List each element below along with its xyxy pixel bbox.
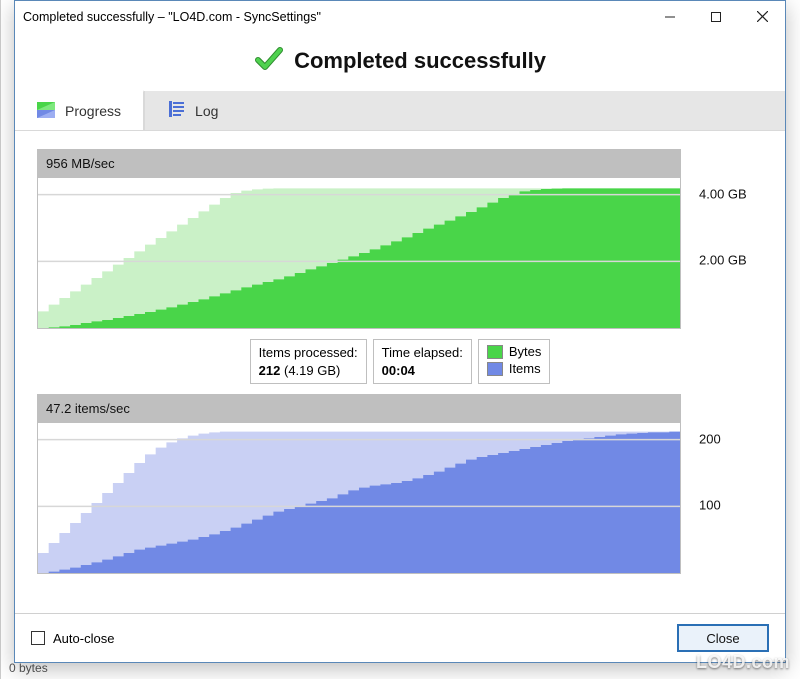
progress-icon <box>37 102 55 121</box>
time-elapsed-value: 00:04 <box>382 363 415 378</box>
tab-log[interactable]: Log <box>144 91 240 130</box>
axis-tick-label: 200 <box>699 431 721 446</box>
close-button[interactable]: Close <box>677 624 769 652</box>
legend-bytes-label: Bytes <box>509 344 542 359</box>
bytes-axis-labels: 4.00 GB 2.00 GB <box>695 149 763 327</box>
bytes-rate-label: 956 MB/sec <box>38 150 680 178</box>
legend-bytes-swatch <box>487 345 503 359</box>
items-axis-labels: 200 100 <box>695 394 763 572</box>
titlebar: Completed successfully – "LO4D.com - Syn… <box>15 1 785 32</box>
legend-items-swatch <box>487 362 503 376</box>
items-processed-count: 212 <box>259 363 281 378</box>
items-processed-box: Items processed: 212 (4.19 GB) <box>250 339 367 384</box>
items-rate-label: 47.2 items/sec <box>38 395 680 423</box>
footer: Auto-close Close <box>15 613 785 662</box>
tab-bar: Progress Log <box>15 91 785 131</box>
log-icon <box>167 100 185 121</box>
items-chart-area <box>38 423 680 573</box>
items-chart-row: 47.2 items/sec 200 100 <box>37 394 763 574</box>
close-window-button[interactable] <box>739 1 785 32</box>
window-controls <box>647 1 785 32</box>
minimize-button[interactable] <box>647 1 693 32</box>
bytes-chart-area <box>38 178 680 328</box>
axis-tick-label: 4.00 GB <box>699 186 747 201</box>
tab-label: Log <box>195 103 218 119</box>
items-processed-size: (4.19 GB) <box>284 363 340 378</box>
legend-bytes: Bytes <box>487 344 542 359</box>
items-chart: 47.2 items/sec <box>37 394 681 574</box>
axis-tick-label: 100 <box>699 498 721 513</box>
window-title: Completed successfully – "LO4D.com - Syn… <box>23 10 647 24</box>
tab-label: Progress <box>65 103 121 119</box>
bytes-chart-row: 956 MB/sec 4.00 GB 2.00 GB <box>37 149 763 329</box>
legend-items-label: Items <box>509 361 541 376</box>
bg-row-a: 0 bytes <box>9 661 792 675</box>
autoclose-checkbox[interactable] <box>31 631 45 645</box>
items-processed-label: Items processed: <box>259 345 358 360</box>
stats-row: Items processed: 212 (4.19 GB) Time elap… <box>37 339 763 384</box>
dialog-window: Completed successfully – "LO4D.com - Syn… <box>14 0 786 663</box>
close-button-label: Close <box>706 631 739 646</box>
autoclose-label: Auto-close <box>53 631 114 646</box>
tab-progress[interactable]: Progress <box>15 90 144 130</box>
axis-tick-label: 2.00 GB <box>699 253 747 268</box>
content-area: 956 MB/sec 4.00 GB 2.00 GB Items processe… <box>15 131 785 613</box>
result-header: Completed successfully <box>15 32 785 91</box>
time-elapsed-box: Time elapsed: 00:04 <box>373 339 472 384</box>
legend: Bytes Items <box>478 339 551 384</box>
legend-items: Items <box>487 361 542 376</box>
maximize-button[interactable] <box>693 1 739 32</box>
result-headline: Completed successfully <box>294 48 546 74</box>
bytes-chart: 956 MB/sec <box>37 149 681 329</box>
checkmark-icon <box>254 44 284 77</box>
time-elapsed-label: Time elapsed: <box>382 345 463 360</box>
